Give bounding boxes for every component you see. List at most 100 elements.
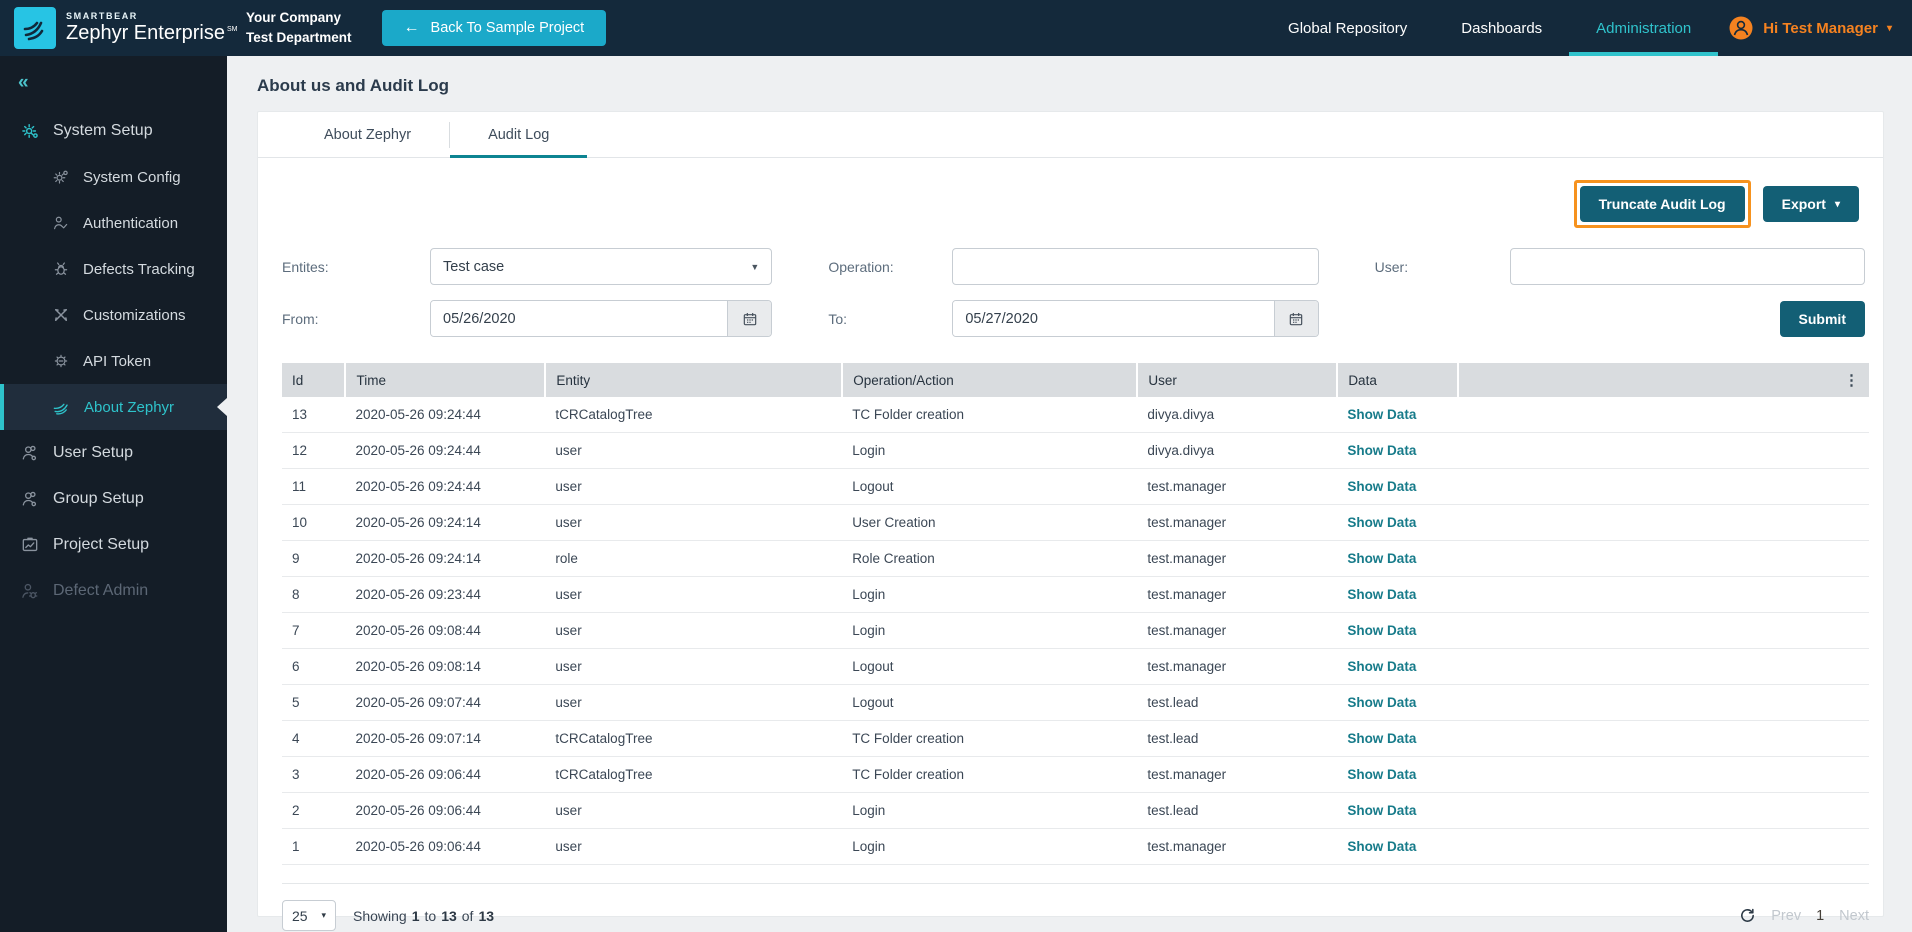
submit-button[interactable]: Submit [1779,300,1865,337]
button-label: Export [1781,196,1826,212]
show-data-link[interactable]: Show Data [1347,767,1417,782]
from-calendar-button[interactable] [727,301,772,336]
sidebar-item-customizations[interactable]: Customizations [0,292,227,338]
data-cell: Show Data [1337,468,1458,505]
back-arrow-icon: ← [403,19,420,36]
filter-panel: Entites: Test case ▼ Operation: User: Fr… [258,228,1883,337]
calendar-icon [743,312,757,325]
refresh-icon[interactable] [1739,907,1756,924]
column-menu-kebab-icon[interactable]: ⋮ [1844,372,1859,389]
sidebar-item-project-setup[interactable]: Project Setup [0,522,227,568]
showing-text: Showing 1 to 13 of 13 [353,907,495,924]
show-data-link[interactable]: Show Data [1347,479,1417,494]
show-data-link[interactable]: Show Data [1347,407,1417,422]
column-header-entity[interactable]: Entity [544,363,843,397]
actions-row: Truncate Audit Log Export ▾ [258,158,1883,228]
audit-log-card: About Zephyr Audit Log Truncate Audit Lo… [257,111,1884,931]
entities-select[interactable]: Test case ▼ [430,248,773,285]
column-header-time[interactable]: Time [344,363,546,397]
id-cell: 1 [282,828,346,865]
show-data-link[interactable]: Show Data [1347,551,1417,566]
sidebar-item-label: Customizations [83,306,186,324]
sidebar-item-about-zephyr[interactable]: About Zephyr [0,384,227,430]
top-bar: SMARTBEAR Zephyr Enterprise SM Your Compa… [0,0,1912,56]
entity-cell: tCRCatalogTree [545,720,843,757]
id-cell: 8 [282,576,346,613]
sidebar-item-label: Defect Admin [53,582,149,599]
time-cell: 2020-05-26 09:23:44 [345,576,546,613]
nav-administration[interactable]: Administration [1569,0,1719,56]
select-caret-icon: ▼ [750,261,760,272]
show-data-link[interactable]: Show Data [1347,839,1417,854]
entity-cell: user [545,504,843,541]
id-cell: 9 [282,540,346,577]
entity-cell: tCRCatalogTree [545,756,843,793]
entity-cell: role [545,540,843,577]
sidebar-item-authentication[interactable]: Authentication [0,200,227,246]
show-data-link[interactable]: Show Data [1347,587,1417,602]
to-calendar-button[interactable] [1273,301,1318,336]
sidebar-item-defects-tracking[interactable]: Defects Tracking [0,246,227,292]
to-label: To: [828,310,848,327]
tab-about-zephyr[interactable]: About Zephyr [286,112,449,157]
time-cell: 2020-05-26 09:06:44 [345,756,546,793]
operation-cell: TC Folder creation [842,397,1138,433]
audit-table-body: 13 2020-05-26 09:24:44 tCRCatalogTree TC Fo… [282,397,1869,865]
user-cell: test.manager [1137,828,1338,865]
user-cell: test.manager [1137,504,1338,541]
audit-table: Id Time Entity Operation/Action User Dat… [282,363,1869,865]
next-page-button[interactable]: Next [1839,907,1869,924]
operation-input[interactable] [952,248,1319,285]
brand-smartbear: SMARTBEAR [66,11,138,21]
nav-dashboards[interactable]: Dashboards [1434,0,1569,56]
current-page[interactable]: 1 [1816,907,1825,924]
show-data-link[interactable]: Show Data [1347,695,1417,710]
sidebar-item-user-setup[interactable]: User Setup [0,430,227,476]
show-data-link[interactable]: Show Data [1347,659,1417,674]
sidebar-item-group-setup[interactable]: Group Setup [0,476,227,522]
id-cell: 4 [282,720,346,757]
sidebar-item-api-token[interactable]: API Token [0,338,227,384]
sidebar-item-label: System Setup [53,122,153,139]
spacer-cell [1457,468,1869,505]
table-row: 7 2020-05-26 09:08:44 user Login test.manage… [282,612,1869,649]
nav-label: Administration [1596,19,1692,37]
user-cell: test.manager [1137,468,1338,505]
sidebar-item-system-setup[interactable]: System Setup [0,108,227,154]
audit-table-container: Id Time Entity Operation/Action User Dat… [258,337,1883,865]
sidebar-collapse-button[interactable]: « [18,72,29,93]
nav-global-repository[interactable]: Global Repository [1261,0,1434,56]
table-row: 4 2020-05-26 09:07:14 tCRCatalogTree TC Fol… [282,720,1869,757]
show-data-link[interactable]: Show Data [1347,803,1417,818]
column-header-id[interactable]: Id [282,363,346,397]
app-logo[interactable]: SMARTBEAR Zephyr Enterprise SM [0,7,237,49]
show-data-link[interactable]: Show Data [1347,731,1417,746]
show-data-link[interactable]: Show Data [1347,515,1417,530]
to-date-input[interactable] [953,301,1274,336]
nav-label: Global Repository [1288,19,1408,37]
prev-page-button[interactable]: Prev [1771,907,1802,924]
user-menu[interactable]: Hi Test Manager ▾ [1718,15,1912,41]
show-data-link[interactable]: Show Data [1347,623,1417,638]
column-header-operation[interactable]: Operation/Action [841,363,1138,397]
data-cell: Show Data [1337,504,1458,541]
sidebar-item-defect-admin[interactable]: Defect Admin [0,568,227,614]
entity-cell: user [545,684,843,721]
entity-cell: user [545,612,843,649]
page-size-select[interactable]: 25 ▾ [282,900,336,931]
id-cell: 6 [282,648,346,685]
back-to-sample-project-button[interactable]: ← Back To Sample Project [381,10,607,46]
export-button[interactable]: Export ▾ [1762,186,1859,222]
from-date-input[interactable] [431,301,728,336]
operation-cell: Login [842,792,1138,829]
table-row: 1 2020-05-26 09:06:44 user Login test.manage… [282,828,1869,865]
tab-audit-log[interactable]: Audit Log [450,112,588,158]
column-header-user[interactable]: User [1136,363,1338,397]
sidebar-item-system-config[interactable]: System Config [0,154,227,200]
column-header-data[interactable]: Data [1336,363,1458,397]
truncate-audit-log-button[interactable]: Truncate Audit Log [1579,186,1745,222]
show-data-link[interactable]: Show Data [1347,443,1417,458]
user-cell: test.manager [1137,648,1338,685]
user-input[interactable] [1509,248,1865,285]
time-cell: 2020-05-26 09:08:44 [345,612,546,649]
